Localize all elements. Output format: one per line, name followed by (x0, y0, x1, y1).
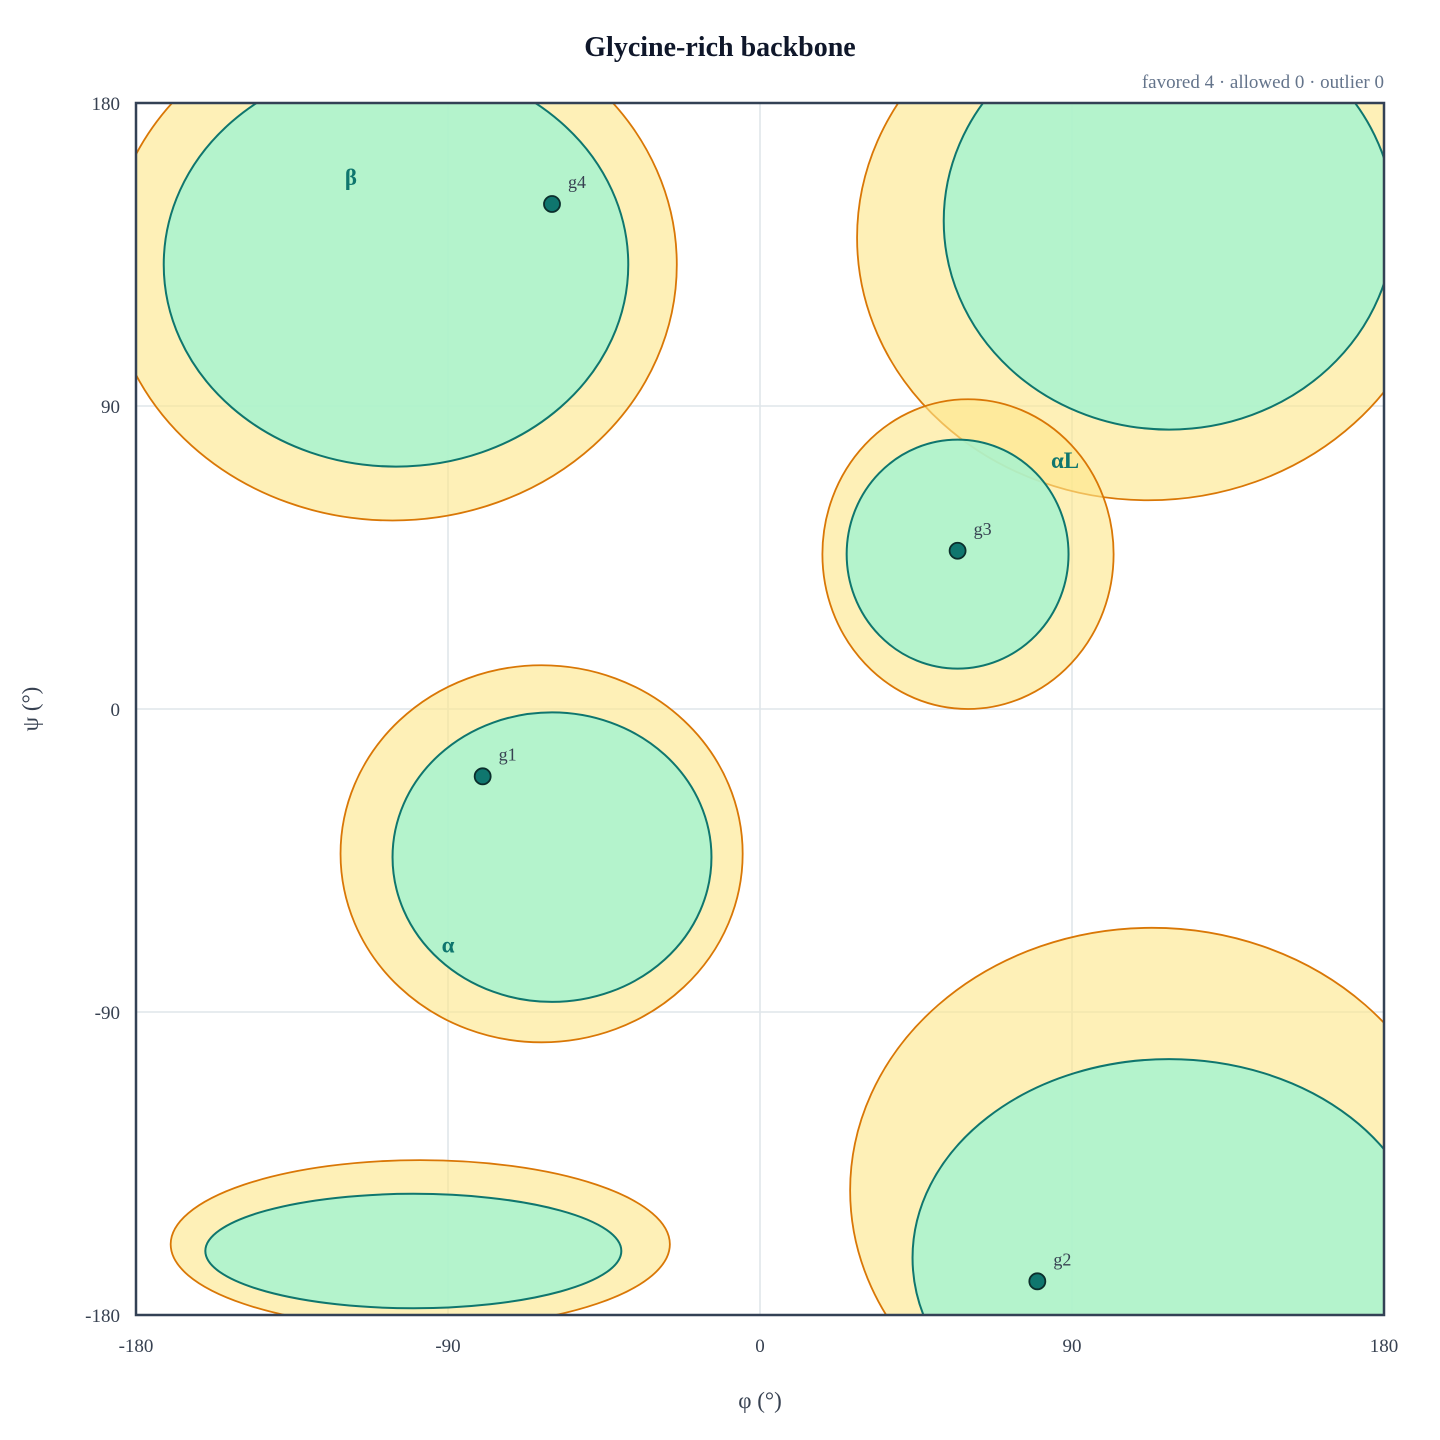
region-label: α (442, 933, 455, 958)
plot-frame (134, 101, 1386, 1317)
y-tick-label: -90 (95, 1003, 120, 1024)
favored-region (942, 103, 1384, 431)
region-label: β (345, 165, 357, 190)
data-point[interactable] (1028, 1272, 1047, 1291)
x-tick-label: -180 (119, 1336, 154, 1357)
y-tick-label: -180 (85, 1306, 120, 1327)
region-label: αL (1051, 448, 1079, 473)
point-label: g3 (974, 519, 992, 539)
favored-region (162, 103, 630, 468)
point-label: g1 (499, 744, 517, 764)
x-tick-label: 0 (755, 1336, 765, 1357)
favored-region (204, 1192, 623, 1310)
regions (136, 103, 1384, 1315)
favored-region (911, 1058, 1384, 1315)
point-label: g4 (568, 172, 586, 192)
chart-summary: favored 4 · allowed 0 · outlier 0 (1142, 72, 1384, 93)
tick-labels: -180 -90 0 90 180 180 90 0 -90 -180 (85, 94, 1398, 1357)
data-point[interactable] (473, 767, 492, 786)
favored-region (391, 711, 713, 1003)
x-tick-label: 180 (1370, 1336, 1399, 1357)
region-labels: β αL α (345, 165, 1079, 958)
y-tick-label: 0 (111, 700, 121, 721)
data-point[interactable] (948, 541, 967, 560)
y-axis-label: ψ (°) (18, 687, 43, 732)
x-tick-label: -90 (435, 1336, 460, 1357)
data-point[interactable] (543, 195, 561, 213)
y-tick-label: 180 (92, 94, 121, 115)
x-tick-label: 90 (1063, 1336, 1082, 1357)
point-label: g2 (1053, 1249, 1071, 1269)
x-axis-label: φ (°) (738, 1388, 782, 1413)
data-points: g1 g2 g3 g4 (473, 172, 1071, 1291)
y-tick-label: 90 (101, 397, 120, 418)
chart-title: Glycine-rich backbone (584, 32, 855, 63)
